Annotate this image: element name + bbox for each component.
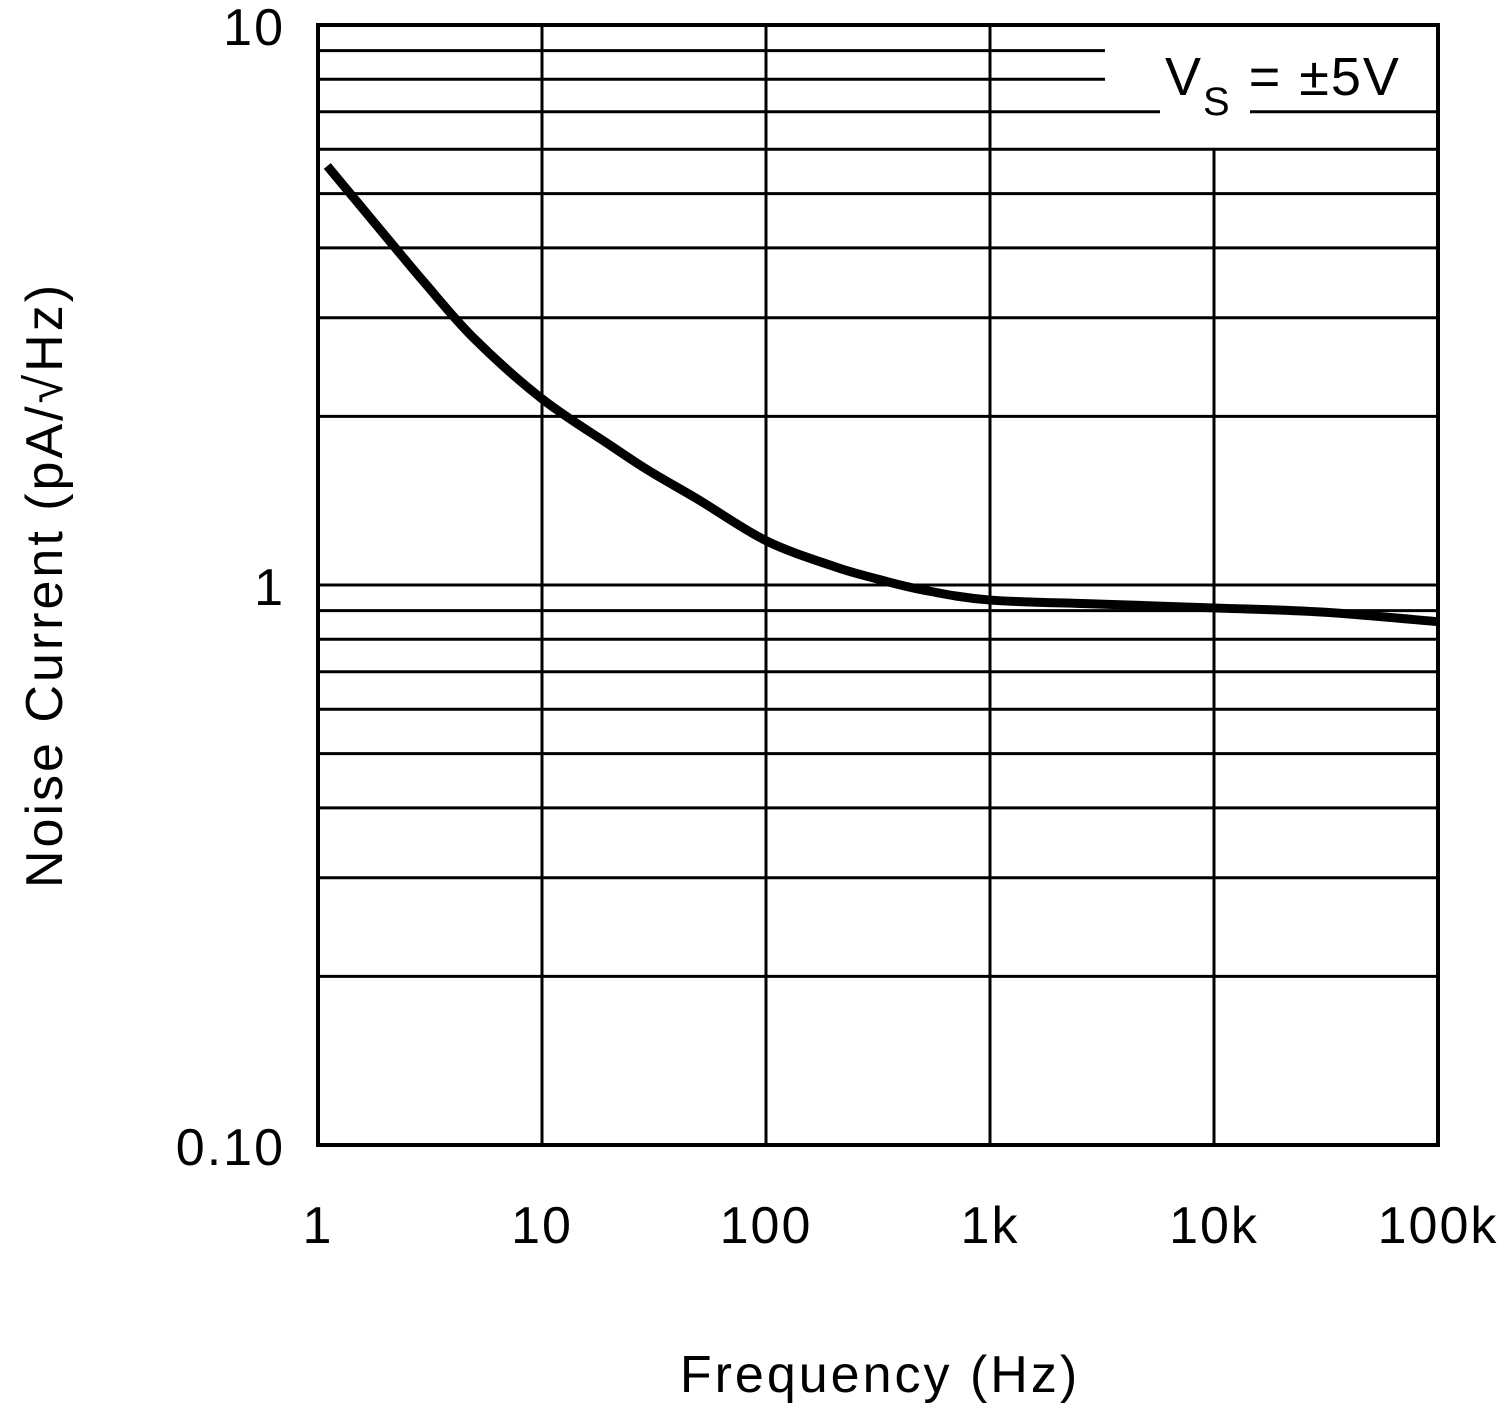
series-line: [323, 163, 1439, 627]
x-tick-label: 1k: [961, 1197, 1020, 1255]
plot-frame: [316, 23, 1440, 1147]
annotation-main: V: [1165, 47, 1203, 107]
annotation-sub: S: [1203, 80, 1232, 124]
x-tick-label: 100: [720, 1197, 813, 1255]
x-tick-label: 10: [511, 1197, 573, 1255]
x-tick-label: 10k: [1169, 1197, 1259, 1255]
y-tick-label: 10: [223, 0, 285, 57]
series-line-group: [323, 163, 1439, 627]
x-axis-label: Frequency (Hz): [680, 1346, 1080, 1404]
x-tick-label: 1: [303, 1197, 334, 1255]
x-tick-label: 100k: [1378, 1197, 1499, 1255]
y-tick-label: 0.10: [176, 1119, 285, 1177]
legend-annotation: VS = ±5V: [1165, 47, 1401, 124]
grid: [316, 23, 1440, 1147]
annotation-rest: = ±5V: [1232, 47, 1401, 107]
y-axis-label: Noise Current (pA/√Hz): [16, 282, 74, 888]
y-tick-label: 1: [254, 559, 285, 617]
tick-labels: 1 10 100 1k 10k 100k 0.10 1 10: [176, 0, 1499, 1255]
